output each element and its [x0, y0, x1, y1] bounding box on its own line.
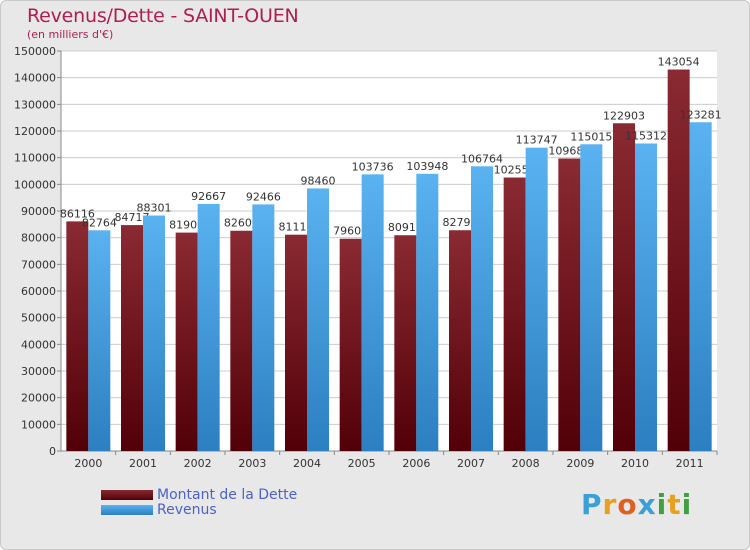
x-tick-label: 2000	[74, 457, 102, 470]
bar-revenus	[361, 174, 384, 451]
bar-dette	[285, 234, 307, 451]
logo-letter: o	[617, 488, 638, 521]
data-label-dette: 81901	[169, 219, 204, 232]
data-label-dette: 82601	[224, 217, 259, 230]
data-label-dette: 79601	[333, 225, 368, 238]
logo-letter: x	[637, 488, 657, 521]
data-label-revenus: 103948	[406, 160, 448, 173]
y-tick-label: 40000	[21, 338, 56, 351]
x-tick-label: 2007	[457, 457, 485, 470]
y-tick-label: 80000	[21, 232, 56, 245]
y-tick-label: 130000	[14, 98, 56, 111]
data-label-dette: 84717	[115, 211, 150, 224]
y-tick-label: 120000	[14, 125, 56, 138]
bar-dette	[175, 232, 198, 451]
y-tick-label: 140000	[14, 72, 56, 85]
bar-revenus	[88, 230, 111, 451]
y-tick-label: 20000	[21, 392, 56, 405]
plot-area	[61, 51, 717, 451]
bar-dette	[449, 230, 471, 451]
logo-letter: P	[581, 488, 603, 521]
y-tick-label: 60000	[21, 285, 56, 298]
data-label-dette: 122903	[603, 109, 645, 122]
bar-dette	[230, 230, 253, 451]
data-label-revenus: 115015	[570, 130, 612, 143]
legend-label-revenus: Revenus	[157, 502, 217, 518]
x-tick-label: 2002	[184, 457, 212, 470]
proxiti-logo: Proxiti	[581, 488, 692, 521]
logo-letter: i	[681, 488, 693, 521]
data-label-dette: 80911	[388, 221, 423, 234]
bar-revenus	[252, 204, 275, 451]
data-label-dette: 81113	[279, 221, 314, 234]
data-label-revenus: 113747	[516, 134, 558, 147]
data-label-revenus: 98460	[301, 174, 336, 187]
data-label-revenus: 88301	[137, 202, 172, 215]
chart-title: Revenus/Dette - SAINT-OUEN	[27, 5, 299, 27]
logo-letter: t	[667, 488, 682, 521]
y-tick-label: 90000	[21, 205, 56, 218]
data-label-revenus: 123281	[680, 108, 722, 121]
bar-dette	[394, 235, 417, 451]
legend-swatch-dette	[101, 490, 153, 500]
x-tick-label: 2003	[238, 457, 266, 470]
y-tick-label: 110000	[14, 152, 56, 165]
y-tick-label: 0	[49, 445, 56, 458]
y-tick-label: 10000	[21, 418, 56, 431]
data-label-dette: 109681	[548, 145, 590, 158]
bar-dette	[558, 158, 581, 451]
logo-letter: r	[602, 488, 618, 521]
bar-revenus	[416, 173, 439, 451]
bar-revenus	[307, 188, 329, 451]
data-label-dette: 143054	[658, 56, 700, 69]
bar-revenus	[143, 215, 165, 451]
x-tick-label: 2011	[676, 457, 704, 470]
data-label-dette: 82791	[443, 216, 478, 229]
y-tick-label: 100000	[14, 178, 56, 191]
bar-revenus	[471, 166, 493, 451]
y-tick-label: 150000	[14, 45, 56, 58]
data-label-dette: 86116	[60, 207, 95, 220]
bar-dette	[667, 69, 690, 451]
x-tick-label: 2008	[512, 457, 540, 470]
bar-revenus	[197, 203, 220, 451]
bar-dette	[503, 177, 526, 451]
bar-dette	[66, 221, 89, 451]
x-tick-label: 2004	[293, 457, 321, 470]
data-label-revenus: 115312	[625, 130, 667, 143]
data-label-revenus: 106764	[461, 152, 503, 165]
data-label-revenus: 103736	[352, 160, 394, 173]
data-label-dette: 102551	[494, 164, 536, 177]
bar-revenus	[525, 147, 548, 451]
bar-revenus	[580, 144, 603, 451]
legend-label-dette: Montant de la Dette	[157, 487, 298, 503]
y-tick-label: 30000	[21, 365, 56, 378]
data-label-revenus: 92466	[246, 190, 281, 203]
data-label-revenus: 92667	[191, 190, 226, 203]
y-tick-label: 70000	[21, 258, 56, 271]
bar-dette	[121, 225, 143, 451]
bar-revenus	[689, 122, 712, 451]
y-tick-label: 50000	[21, 312, 56, 325]
data-label-revenus: 82764	[82, 216, 117, 229]
x-tick-label: 2009	[566, 457, 594, 470]
bar-dette	[613, 123, 635, 451]
x-tick-label: 2010	[621, 457, 649, 470]
x-tick-label: 2001	[129, 457, 157, 470]
bar-dette	[339, 238, 362, 451]
legend-swatch-revenus	[101, 505, 153, 515]
x-tick-label: 2006	[402, 457, 430, 470]
logo-letter: i	[656, 488, 668, 521]
x-tick-label: 2005	[348, 457, 376, 470]
chart-subtitle: (en milliers d'€)	[27, 28, 114, 41]
bar-revenus	[635, 143, 657, 451]
